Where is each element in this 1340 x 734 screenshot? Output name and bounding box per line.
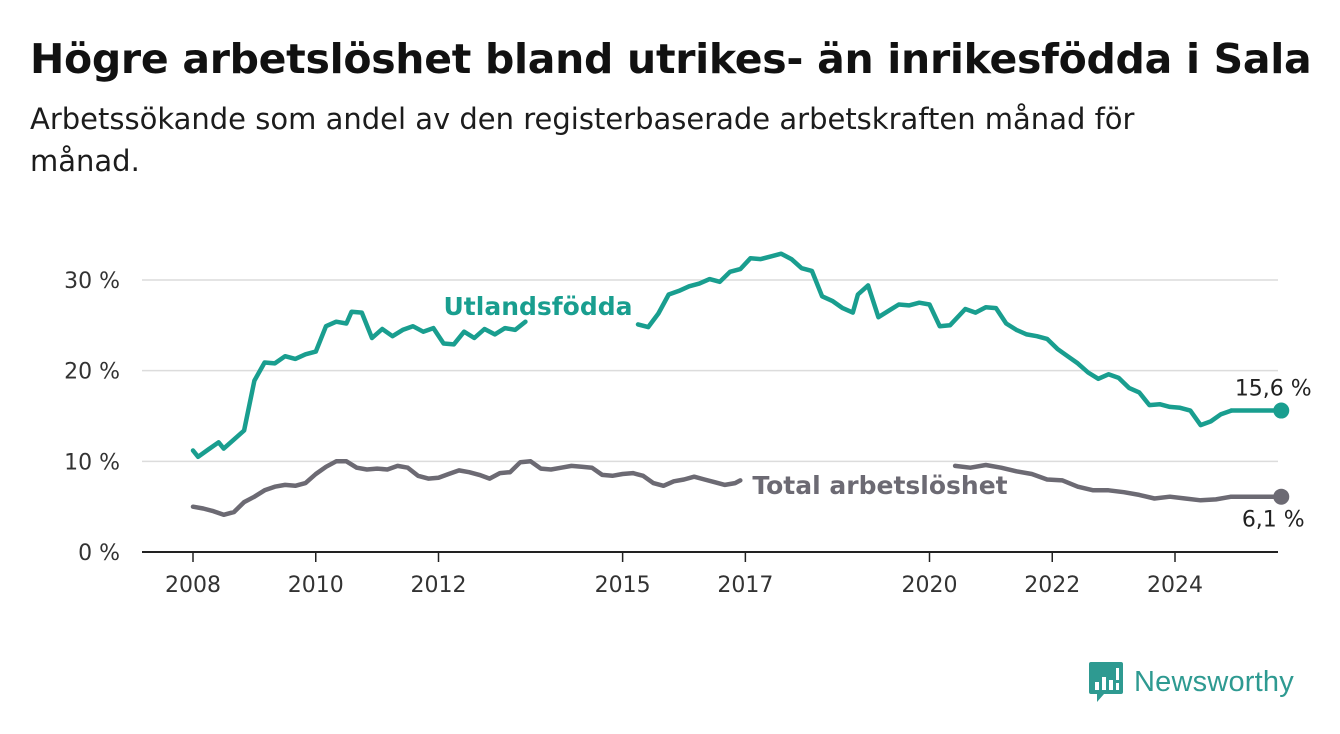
- x-axis-ticks: 2008 2010 2012 2015 2017 2020 2022 2024: [165, 552, 1203, 598]
- series-lines: [190, 251, 1290, 518]
- x-tick-label: 2020: [902, 573, 958, 598]
- bar-chart-logo-icon: [1089, 662, 1123, 702]
- newsworthy-logo: Newsworthy: [1088, 660, 1294, 704]
- x-tick-label: 2012: [411, 573, 467, 598]
- x-tick-label: 2015: [595, 573, 651, 598]
- series-line-total: [190, 459, 743, 518]
- y-tick-label: 0 %: [78, 541, 120, 566]
- y-tick-label: 20 %: [64, 360, 120, 385]
- y-tick-label: 10 %: [64, 450, 120, 475]
- x-tick-label: 2017: [717, 573, 773, 598]
- brand-name: Newsworthy: [1134, 665, 1294, 698]
- gridlines: [142, 279, 1278, 553]
- y-axis-ticks: 0 % 10 % 20 % 30 %: [64, 269, 120, 566]
- chart-subtitle: Arbetssökande som andel av den registerb…: [30, 102, 1135, 178]
- x-tick-label: 2022: [1024, 573, 1080, 598]
- series-labels: 15,6 % Utlandsfödda 6,1 % Total arbetslöshe…: [444, 292, 1312, 533]
- series-line-utlandsfodda: [190, 309, 528, 460]
- series-end-value-label: 15,6 %: [1235, 377, 1312, 402]
- series-end-value-label: 6,1 %: [1242, 508, 1305, 533]
- x-tick-label: 2024: [1147, 573, 1203, 598]
- series-name-label: Total arbetslöshet: [752, 471, 1007, 500]
- y-tick-label: 30 %: [64, 269, 120, 294]
- series-line-utlandsfodda: [635, 251, 1234, 428]
- series-name-label: Utlandsfödda: [444, 292, 633, 321]
- series-line-total: [952, 462, 1234, 503]
- x-tick-label: 2008: [165, 573, 221, 598]
- chart-title: Högre arbetslöshet bland utrikes- än inr…: [30, 35, 1312, 83]
- x-tick-label: 2010: [288, 573, 344, 598]
